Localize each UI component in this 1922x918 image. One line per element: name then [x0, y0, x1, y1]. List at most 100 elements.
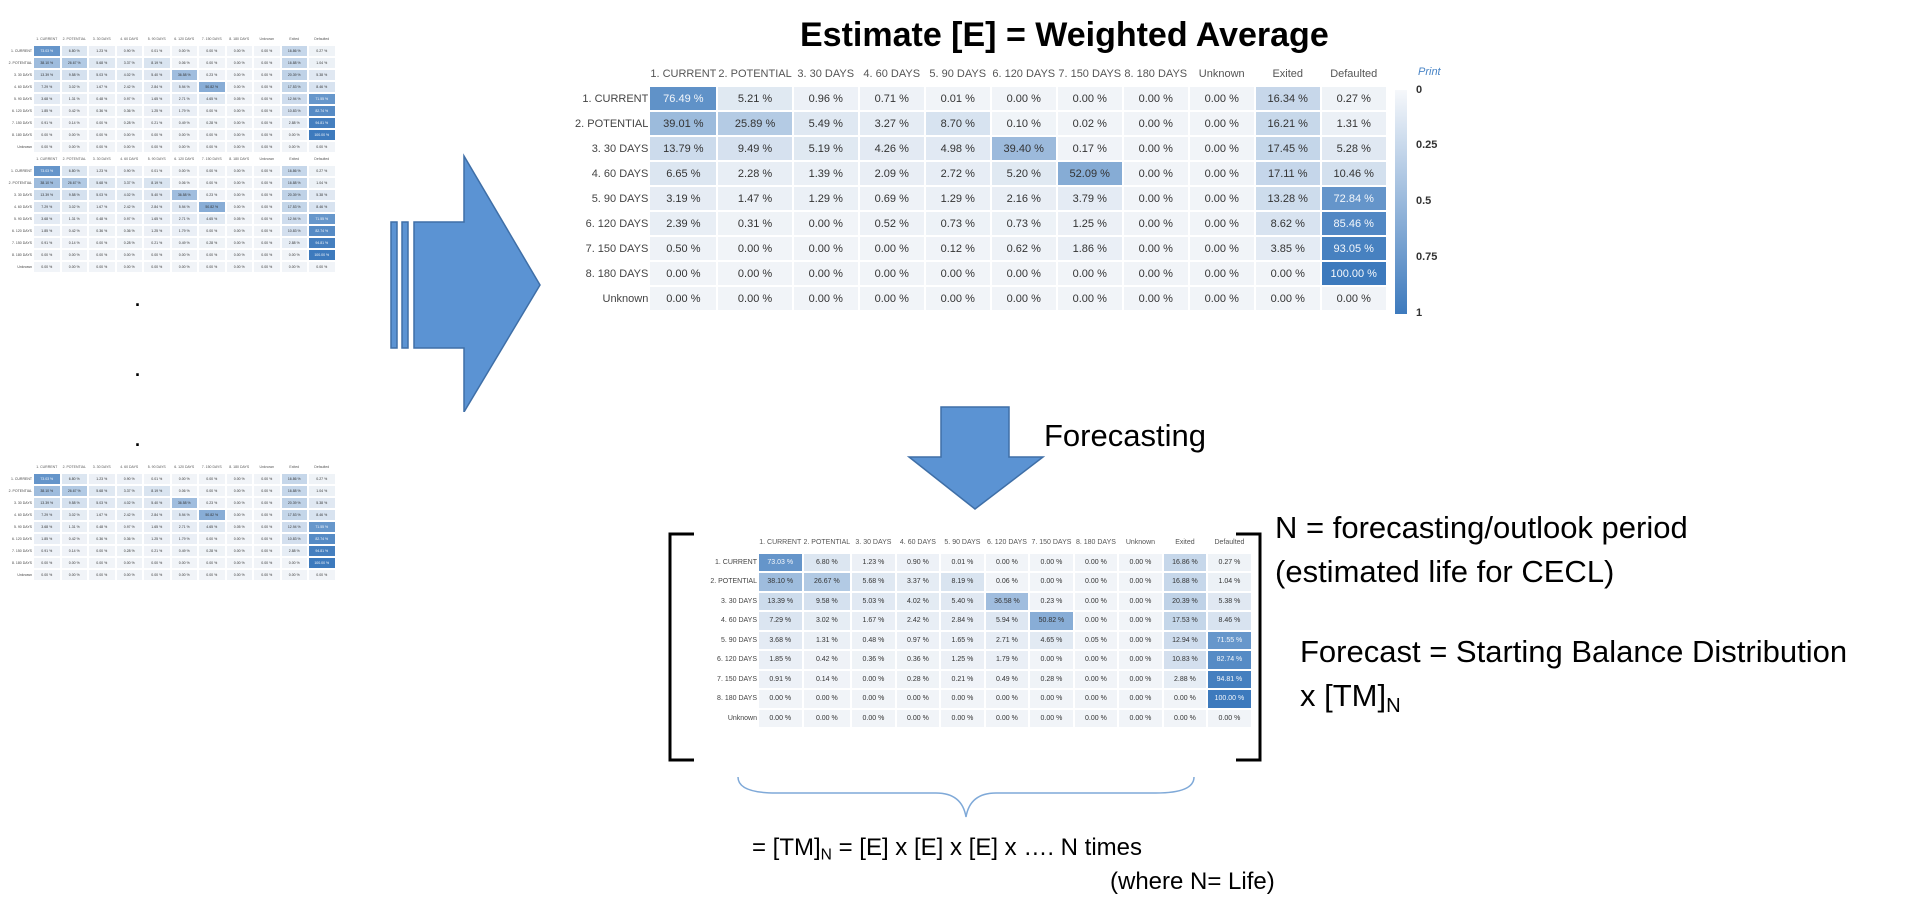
matrix-cell: 0.48 %: [89, 94, 115, 104]
matrix-cell: 1.65 %: [941, 631, 984, 649]
matrix-cell: 0.00 %: [199, 106, 225, 116]
matrix-cell: 9.58 %: [803, 592, 851, 610]
column-header: 8. 180 DAYS: [229, 465, 250, 469]
matrix-cell: 0.00 %: [281, 570, 307, 580]
matrix-cell: 0.00 %: [226, 130, 252, 140]
matrix-cell: 0.36 %: [89, 106, 115, 116]
matrix-cell: 0.00 %: [1119, 553, 1162, 571]
table-row: 3. 30 DAYS 13.39 % 9.58 % 5.03 % 4.02 % 5.40 …: [6, 190, 335, 200]
matrix-cell: 2.88 %: [281, 238, 307, 248]
matrix-cell: 0.00 %: [1208, 709, 1251, 727]
column-header: 7. 150 DAYS: [201, 465, 222, 469]
column-header: 7. 150 DAYS: [1058, 67, 1122, 80]
matrix-cell: 82.74 %: [309, 226, 335, 236]
matrix-cell: 1.65 %: [144, 214, 170, 224]
table-row: 7. 150 DAYS 0.91 % 0.14 % 0.00 % 0.28 % 0.21 …: [6, 238, 335, 248]
matrix-cell: 0.00 %: [985, 553, 1029, 571]
matrix-cell: 0.00 %: [226, 226, 252, 236]
matrix-cell: 0.00 %: [226, 546, 252, 556]
matrix-cell: 0.00 %: [1030, 573, 1073, 591]
formula-note: (where N= Life): [1110, 868, 1275, 895]
matrix-cell: 16.88 %: [281, 486, 307, 496]
matrix-cell: 5.03 %: [852, 592, 895, 610]
matrix-cell: 3.37 %: [116, 486, 142, 496]
matrix-cell: 38.10 %: [759, 573, 802, 591]
matrix-cell: 0.73 %: [925, 212, 990, 235]
row-label: Unknown: [602, 292, 649, 305]
matrix-cell: 0.00 %: [650, 287, 717, 310]
row-label: 6. 120 DAYS: [12, 109, 32, 113]
matrix-cell: 0.00 %: [226, 58, 252, 68]
matrix-cell: 0.91 %: [759, 670, 802, 688]
matrix-cell: 1.79 %: [171, 226, 197, 236]
table-row: 4. 60 DAYS 7.29 % 3.02 % 1.67 % 2.42 % 2.84 %…: [667, 612, 1251, 630]
matrix-cell: 3.68 %: [759, 631, 802, 649]
matrix-cell: 2.09 %: [859, 162, 924, 185]
matrix-cell: 0.00 %: [89, 118, 115, 128]
matrix-cell: 2.72 %: [925, 162, 990, 185]
matrix-cell: 0.00 %: [1074, 612, 1118, 630]
matrix-cell: 8.19 %: [144, 486, 170, 496]
matrix-cell: 26.67 %: [61, 58, 87, 68]
matrix-cell: 0.12 %: [925, 237, 990, 260]
matrix-cell: 0.14 %: [61, 546, 87, 556]
matrix-cell: 17.53 %: [281, 202, 307, 212]
matrix-cell: 0.00 %: [991, 287, 1056, 310]
matrix-cell: 2.88 %: [281, 546, 307, 556]
row-label: 1. CURRENT: [10, 477, 32, 481]
column-header: 3. 30 DAYS: [92, 157, 111, 161]
matrix-cell: 2.71 %: [171, 214, 197, 224]
column-header: 6. 120 DAYS: [992, 67, 1056, 80]
matrix-cell: 10.83 %: [1163, 651, 1207, 669]
matrix-cell: 0.90 %: [116, 474, 142, 484]
thumb-matrix-3: 1. CURRENT 2. POTENTIAL 3. 30 DAYS 4. 60 DA…: [4, 460, 337, 582]
matrix-cell: 0.36 %: [116, 534, 142, 544]
matrix-cell: 100.00 %: [1208, 690, 1251, 708]
matrix-cell: 0.00 %: [985, 709, 1029, 727]
matrix-cell: 0.00 %: [34, 570, 60, 580]
matrix-cell: 4.02 %: [116, 70, 142, 80]
column-header: 7. 150 DAYS: [201, 37, 222, 41]
matrix-cell: 0.00 %: [1321, 287, 1386, 310]
matrix-cell: 0.00 %: [254, 486, 280, 496]
matrix-cell: 82.74 %: [1208, 651, 1251, 669]
matrix-cell: 0.05 %: [226, 214, 252, 224]
matrix-cell: 3.68 %: [34, 522, 60, 532]
matrix-cell: 0.49 %: [171, 546, 197, 556]
matrix-cell: 0.00 %: [254, 70, 280, 80]
matrix-cell: 0.00 %: [226, 70, 252, 80]
row-label: 6. 120 DAYS: [12, 537, 32, 541]
matrix-cell: 38.10 %: [34, 486, 60, 496]
matrix-cell: 0.00 %: [718, 237, 792, 260]
matrix-cell: 0.91 %: [34, 238, 60, 248]
matrix-cell: 0.00 %: [226, 118, 252, 128]
matrix-cell: 0.00 %: [1123, 212, 1188, 235]
matrix-cell: 50.82 %: [199, 82, 225, 92]
matrix-cell: 0.05 %: [226, 94, 252, 104]
matrix-cell: 5.03 %: [89, 498, 115, 508]
matrix-cell: 0.00 %: [1123, 287, 1188, 310]
matrix-cell: 94.81 %: [309, 238, 335, 248]
underbrace-icon: [737, 776, 1195, 818]
matrix-cell: 0.00 %: [925, 262, 990, 285]
matrix-cell: 4.65 %: [1030, 631, 1073, 649]
matrix-cell: 0.27 %: [1208, 553, 1251, 571]
matrix-cell: 0.21 %: [144, 546, 170, 556]
matrix-cell: 0.00 %: [281, 130, 307, 140]
column-header: 1. CURRENT: [650, 67, 717, 80]
table-row: 4. 60 DAYS 6.65 % 2.28 % 1.39 % 2.09 % 2.72 %…: [575, 162, 1386, 185]
matrix-cell: 13.28 %: [1255, 187, 1320, 210]
matrix-cell: 0.00 %: [199, 558, 225, 568]
matrix-cell: 94.81 %: [309, 546, 335, 556]
matrix-cell: 8.19 %: [144, 178, 170, 188]
matrix-cell: 0.00 %: [1074, 709, 1118, 727]
transition-matrix-table: 1. CURRENT 2. POTENTIAL 3. 30 DAYS 4. 60 DA…: [4, 152, 337, 274]
matrix-cell: 0.69 %: [859, 187, 924, 210]
matrix-cell: 3.79 %: [1057, 187, 1122, 210]
column-header: 2. POTENTIAL: [803, 539, 851, 547]
table-row: 3. 30 DAYS 13.39 % 9.58 % 5.03 % 4.02 % 5.40 …: [667, 592, 1251, 610]
matrix-cell: 0.00 %: [89, 130, 115, 140]
n-definition-line2: (estimated life for CECL): [1275, 554, 1615, 589]
table-row: 5. 90 DAYS 3.68 % 1.31 % 0.48 % 0.97 % 1.65 %…: [667, 631, 1251, 649]
matrix-cell: 5.40 %: [144, 70, 170, 80]
